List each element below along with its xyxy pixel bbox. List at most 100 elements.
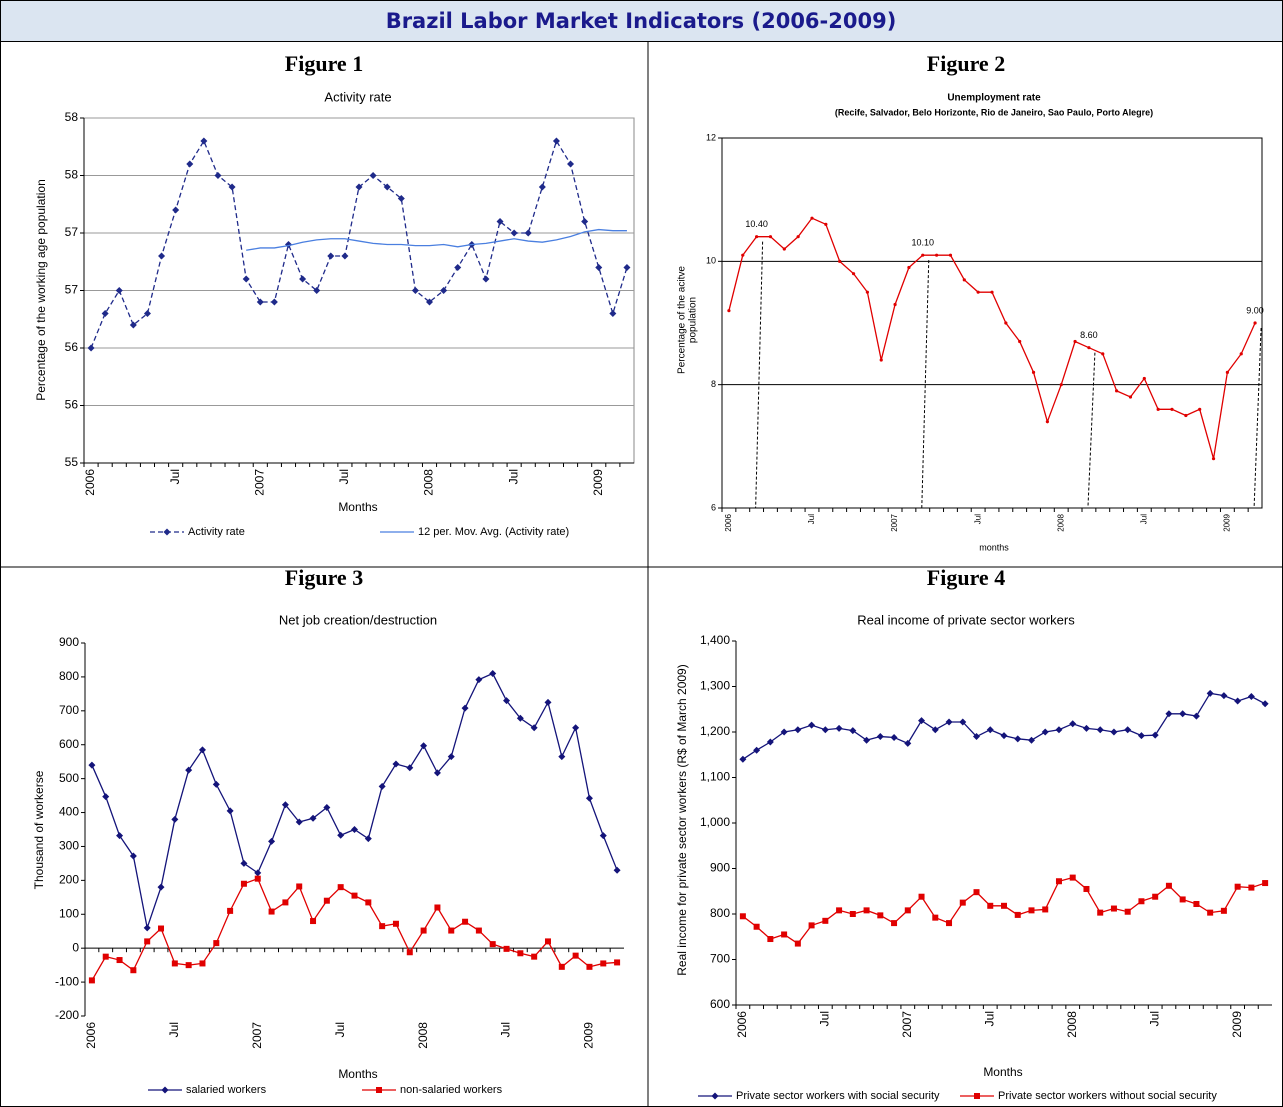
point <box>935 253 939 257</box>
point <box>309 814 317 822</box>
point <box>904 739 912 747</box>
y-tick-label: 800 <box>710 906 730 920</box>
point <box>614 959 621 966</box>
point <box>1225 370 1229 374</box>
leader-line <box>755 241 764 509</box>
point <box>1198 407 1202 411</box>
point <box>755 235 759 239</box>
point <box>876 733 884 741</box>
point <box>489 941 496 948</box>
y-tick-label: 200 <box>59 873 79 887</box>
point <box>199 960 206 967</box>
point <box>1031 370 1036 374</box>
point <box>973 889 980 896</box>
y-tick-label: 300 <box>59 839 79 853</box>
point <box>158 925 165 932</box>
point <box>212 780 220 788</box>
legend-marker <box>711 1092 719 1100</box>
point <box>242 275 250 283</box>
point <box>959 718 967 726</box>
point <box>851 272 856 276</box>
point <box>781 931 788 938</box>
point <box>1165 882 1172 889</box>
point <box>739 913 746 920</box>
point <box>1027 736 1035 744</box>
x-tick-label: 2009 <box>582 1022 596 1049</box>
point <box>572 724 580 732</box>
x-tick-label: 2006 <box>724 513 733 531</box>
point <box>411 287 419 294</box>
data-label: 9.00 <box>1246 305 1264 315</box>
x-tick-label: Jul <box>167 1022 181 1037</box>
point <box>1083 885 1090 892</box>
point <box>891 920 898 927</box>
point <box>1045 420 1049 424</box>
point <box>129 321 137 329</box>
point <box>530 724 538 732</box>
plot-frame <box>721 137 1263 509</box>
legend-marker <box>974 1093 980 1099</box>
point <box>890 733 898 741</box>
point <box>1220 907 1227 914</box>
point <box>171 960 178 967</box>
x-tick-label: Jul <box>506 469 520 484</box>
x-tick-label: 2008 <box>416 1022 430 1049</box>
point <box>1001 902 1007 909</box>
point <box>849 911 856 917</box>
point <box>1234 697 1242 705</box>
point <box>185 766 193 774</box>
chart-title: Activity rate <box>324 89 391 104</box>
point <box>420 742 428 750</box>
y-tick-label: 56 <box>65 340 79 354</box>
point <box>448 927 455 934</box>
point <box>739 755 747 763</box>
point <box>420 927 427 934</box>
y-tick-label: 900 <box>59 635 79 649</box>
y-tick-label: 500 <box>59 771 79 785</box>
point <box>1156 407 1160 411</box>
point <box>88 761 96 769</box>
point <box>976 290 980 294</box>
point <box>447 753 455 761</box>
y-tick-label: 1,300 <box>700 679 730 693</box>
y-tick-label: 57 <box>65 225 79 239</box>
point <box>214 172 222 179</box>
point <box>609 310 617 317</box>
point <box>101 310 109 317</box>
point <box>116 957 123 964</box>
chart-title: Net job creation/destruction <box>279 612 437 627</box>
x-tick-label: Jul <box>982 1011 996 1026</box>
x-tick-label: Jul <box>168 469 182 484</box>
point <box>824 222 828 226</box>
x-axis-label: Months <box>338 1067 377 1081</box>
point <box>102 953 109 960</box>
point <box>313 287 321 294</box>
point <box>838 259 842 263</box>
point <box>369 172 377 179</box>
x-tick-label: 2007 <box>252 469 266 496</box>
point <box>351 826 358 833</box>
point <box>475 676 483 684</box>
point <box>767 936 774 943</box>
y-tick-label: 12 <box>706 132 716 142</box>
point <box>323 897 330 904</box>
point <box>918 893 925 900</box>
point <box>1142 376 1146 381</box>
point <box>454 264 462 271</box>
point <box>1014 735 1022 743</box>
y-tick-label: 1,000 <box>700 815 730 829</box>
x-axis-label: Months <box>338 500 377 514</box>
point <box>1000 732 1008 740</box>
point <box>475 927 482 934</box>
x-tick-label: Jul <box>1147 1011 1161 1026</box>
point <box>378 782 386 790</box>
point <box>1179 710 1187 718</box>
point <box>256 298 264 306</box>
y-tick-label: 100 <box>59 906 79 920</box>
point <box>1165 710 1173 718</box>
point <box>753 923 760 930</box>
point <box>948 253 953 257</box>
point <box>341 252 349 260</box>
x-tick-label: 2007 <box>250 1022 264 1049</box>
point <box>959 899 966 906</box>
